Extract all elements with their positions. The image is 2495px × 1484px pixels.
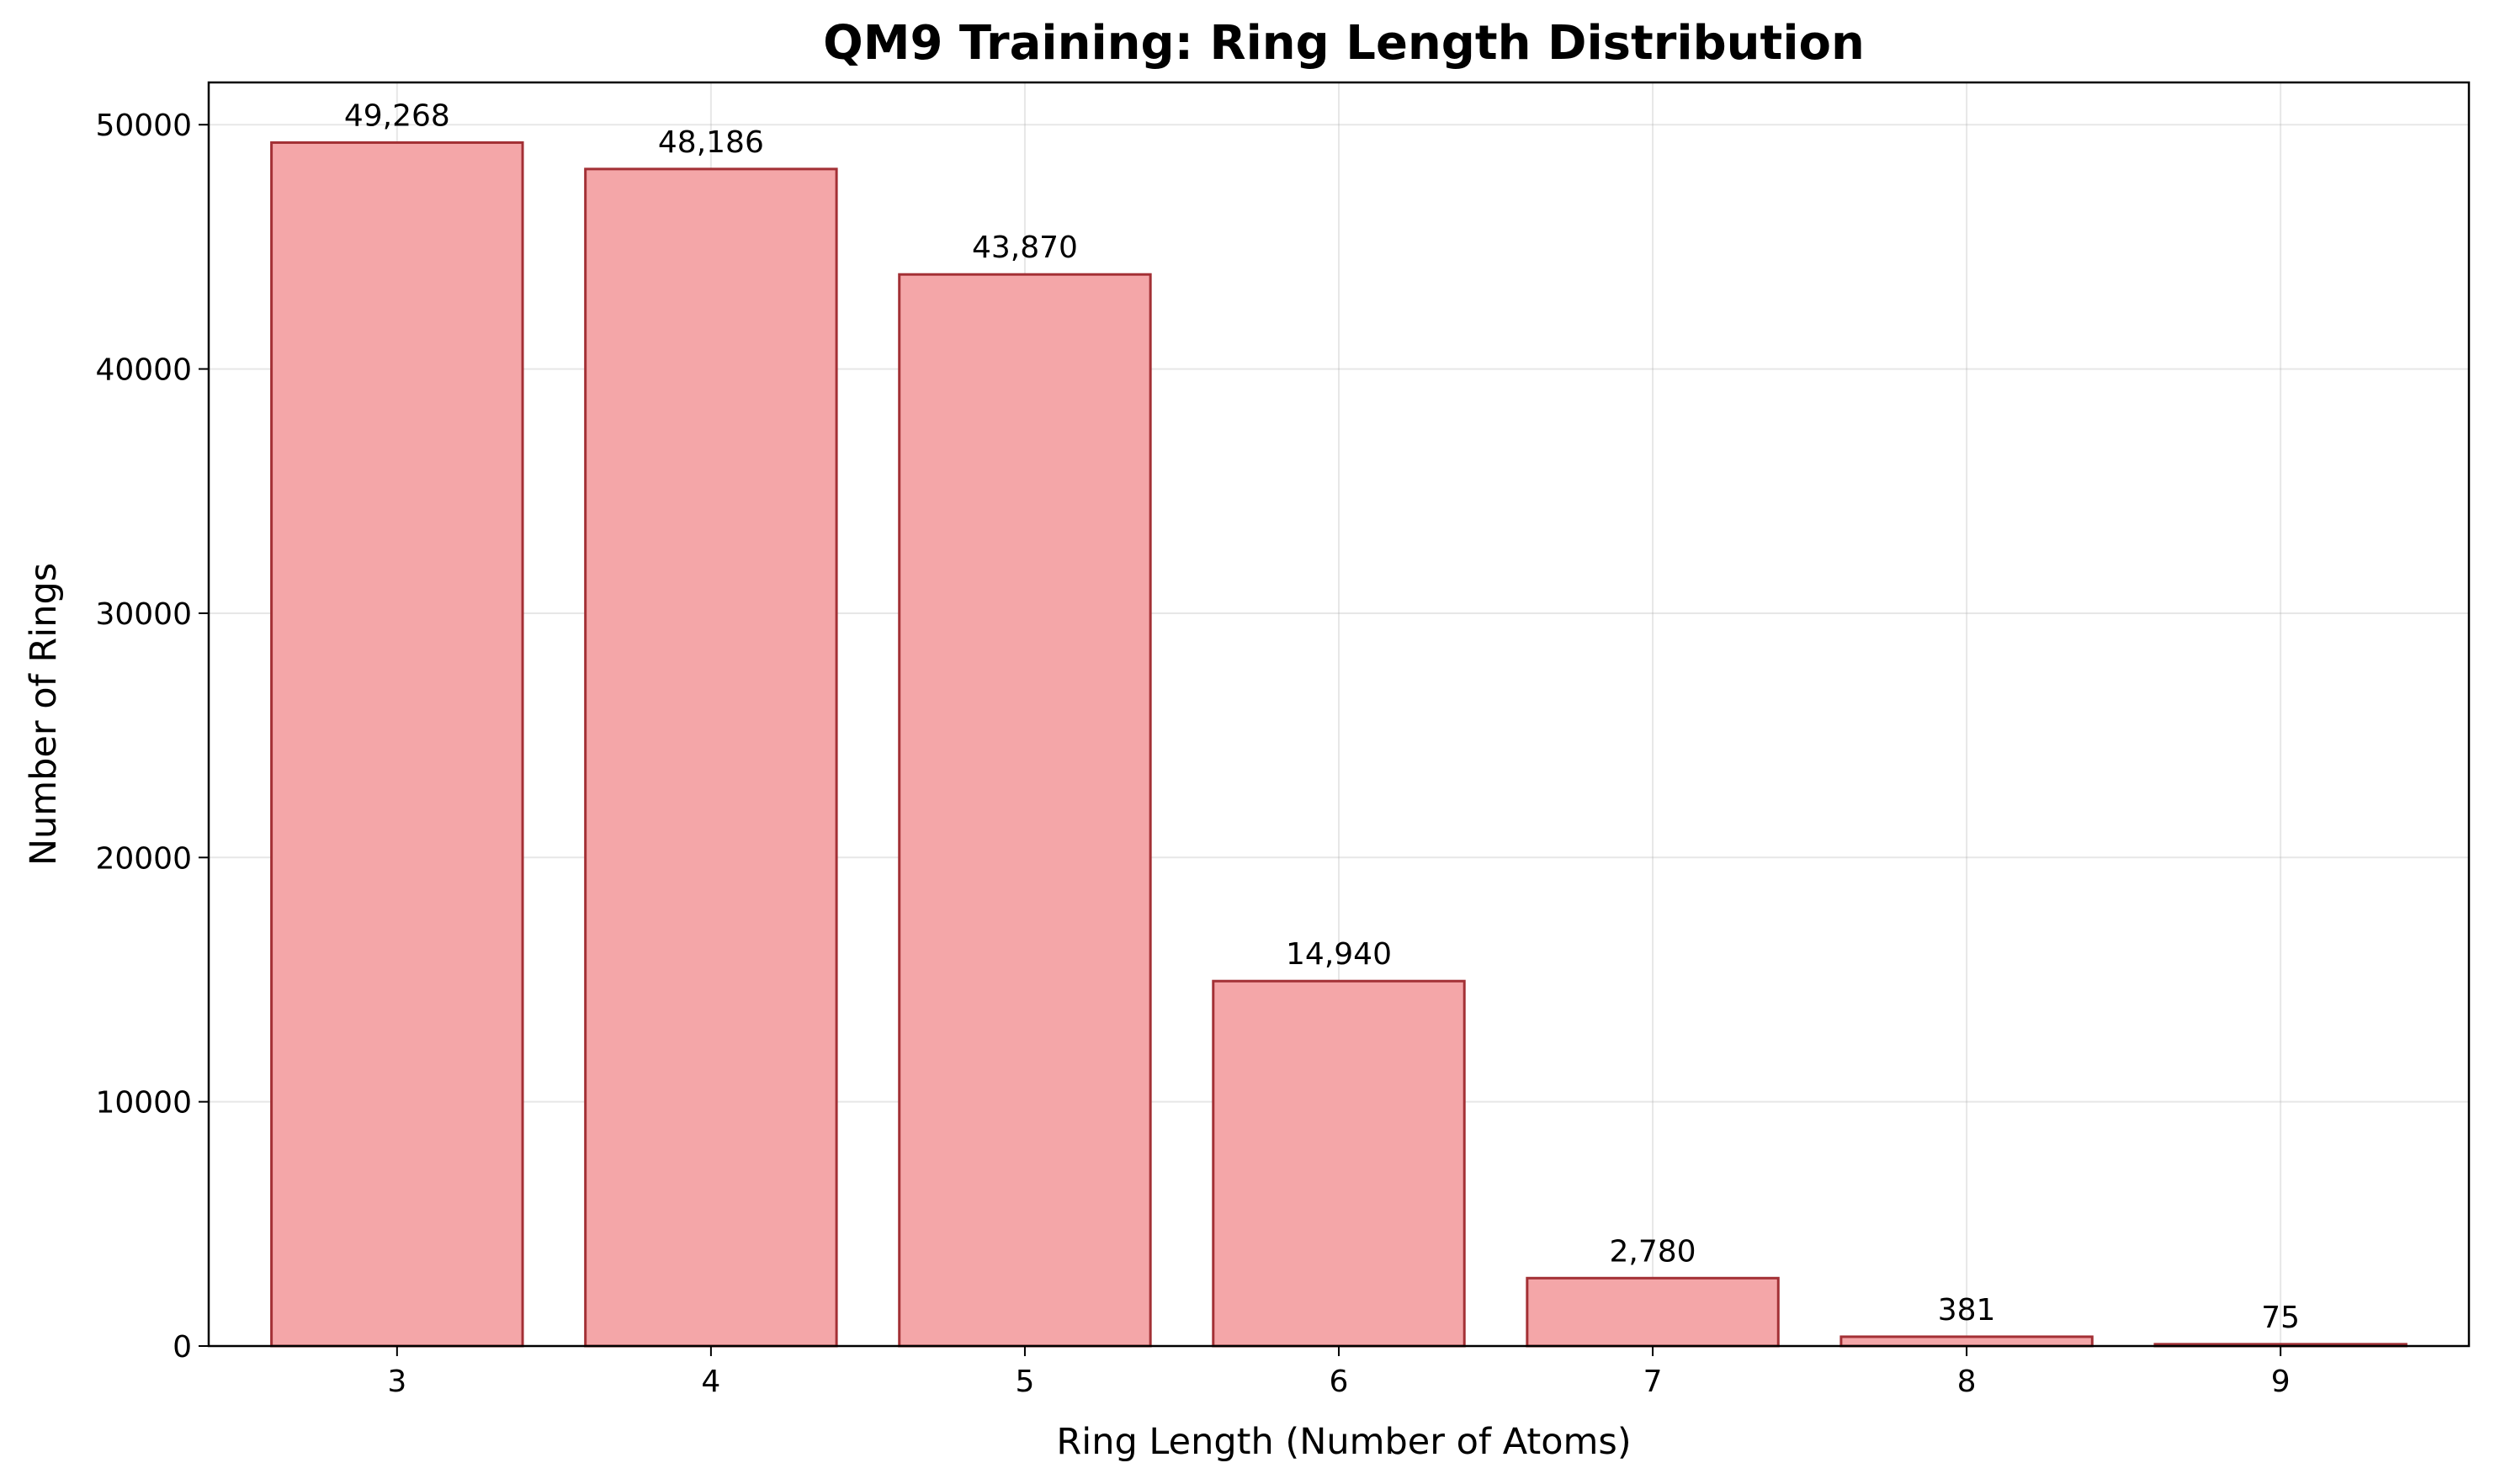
bar-value-label-8: 381 (1938, 1293, 1996, 1328)
x-axis: 3 4 5 6 7 8 9 (387, 1346, 2291, 1399)
y-tick-label: 50000 (95, 109, 192, 143)
bar-value-label-3: 49,268 (344, 98, 450, 133)
x-tick-label: 6 (1330, 1365, 1349, 1399)
bars (270, 140, 2407, 1348)
x-tick-label: 5 (1015, 1365, 1034, 1399)
chart-title: QM9 Training: Ring Length Distribution (823, 16, 1865, 71)
bar-value-label-5: 43,870 (972, 231, 1078, 265)
bar-8 (1839, 1335, 2094, 1348)
bar-7 (1526, 1276, 1780, 1348)
x-tick-label: 7 (1643, 1365, 1663, 1399)
bar-5 (898, 273, 1152, 1348)
bar-value-label-4: 48,186 (658, 125, 764, 160)
bar-value-label-9: 75 (2261, 1301, 2300, 1335)
bar-6 (1212, 979, 1466, 1348)
y-tick-label: 10000 (95, 1086, 192, 1121)
x-tick-label: 8 (1957, 1365, 1977, 1399)
y-tick-label: 30000 (95, 597, 192, 632)
y-tick-label: 20000 (95, 841, 192, 876)
y-axis: 0 10000 20000 30000 40000 50000 (95, 109, 209, 1365)
bar-value-label-6: 14,940 (1286, 937, 1392, 972)
x-tick-label: 3 (387, 1365, 406, 1399)
bar-value-label-7: 2,780 (1610, 1234, 1696, 1269)
y-tick-label: 40000 (95, 353, 192, 388)
data-labels: 49,268 48,186 43,870 14,940 2,780 381 75 (344, 98, 2300, 1334)
bar-4 (584, 167, 838, 1348)
x-tick-label: 4 (701, 1365, 720, 1399)
x-axis-label: Ring Length (Number of Atoms) (1056, 1421, 1631, 1463)
x-tick-label: 9 (2271, 1365, 2291, 1399)
y-tick-label: 0 (173, 1330, 192, 1365)
y-axis-label: Number of Rings (23, 563, 65, 866)
bar-3 (270, 140, 524, 1348)
